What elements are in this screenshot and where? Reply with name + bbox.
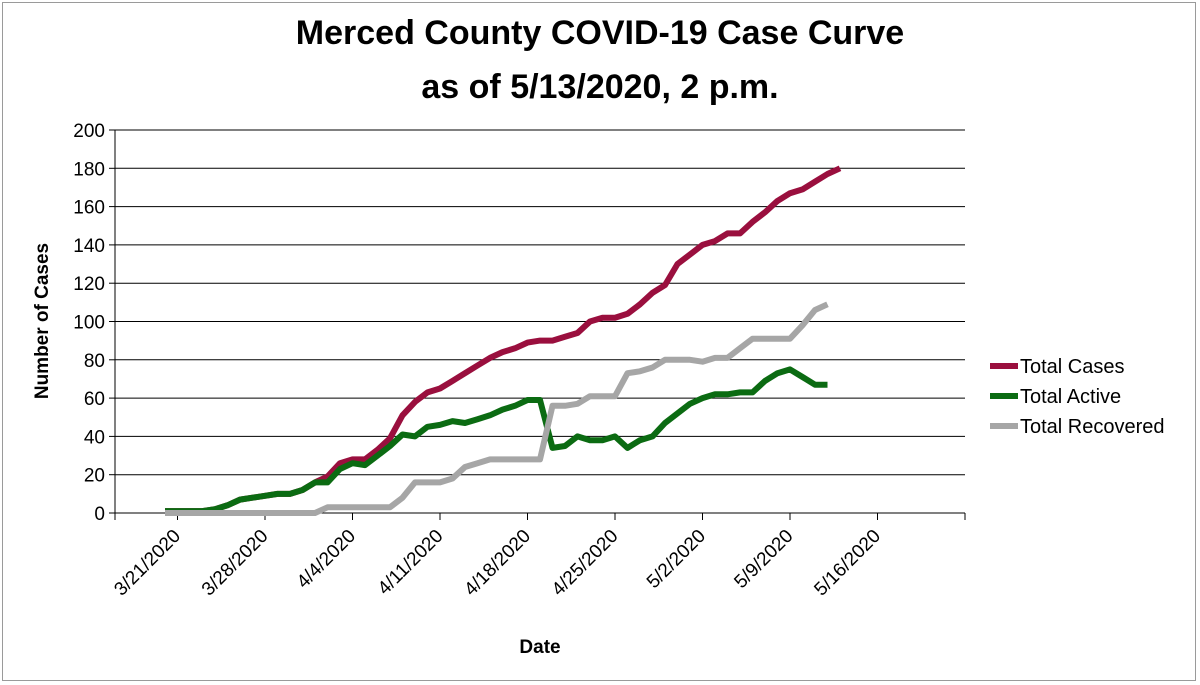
y-tick-label: 180 bbox=[73, 159, 105, 180]
y-tick-label: 200 bbox=[73, 121, 105, 142]
y-tick-label: 120 bbox=[73, 274, 105, 295]
y-axis-title: Number of Cases bbox=[32, 243, 53, 399]
chart-title-line-1: Merced County COVID-19 Case Curve bbox=[296, 14, 904, 52]
x-tick-label: 4/18/2020 bbox=[460, 526, 535, 601]
y-tick-label: 140 bbox=[73, 236, 105, 257]
legend: Total Cases Total Active Total Recovered bbox=[990, 356, 1165, 438]
series-line-total-recovered bbox=[165, 301, 829, 516]
x-tick-label: 4/25/2020 bbox=[548, 526, 623, 601]
y-tick-label: 40 bbox=[84, 427, 105, 448]
x-tick-label: 5/2/2020 bbox=[643, 526, 710, 593]
x-tick-labels: 3/21/2020 3/28/2020 4/4/2020 4/11/2020 4/18/… bbox=[110, 526, 885, 601]
legend-label-total-recovered: Total Recovered bbox=[1020, 416, 1165, 438]
x-tick-label: 3/21/2020 bbox=[110, 526, 185, 601]
y-tick-label: 80 bbox=[84, 351, 105, 372]
x-tick-label: 4/4/2020 bbox=[293, 526, 360, 593]
x-tick-label: 3/28/2020 bbox=[198, 526, 273, 601]
x-axis-title: Date bbox=[519, 637, 560, 658]
legend-label-total-cases: Total Cases bbox=[1020, 356, 1125, 378]
legend-label-total-active: Total Active bbox=[1020, 386, 1121, 408]
y-tick-label: 20 bbox=[84, 466, 105, 487]
y-tick-label: 100 bbox=[73, 313, 105, 334]
y-tick-label: 160 bbox=[73, 198, 105, 219]
series-line-total-active bbox=[165, 366, 828, 515]
y-tick-label: 60 bbox=[84, 389, 105, 410]
series-lines bbox=[165, 165, 842, 516]
y-tick-label: 0 bbox=[94, 504, 105, 525]
gridlines bbox=[115, 129, 965, 476]
x-tick-label: 4/11/2020 bbox=[374, 526, 448, 600]
chart-title-line-2: as of 5/13/2020, 2 p.m. bbox=[421, 68, 778, 106]
y-tick-labels: 0 20 40 60 80 100 120 140 160 180 200 bbox=[73, 121, 105, 525]
x-tick-label: 5/16/2020 bbox=[810, 526, 885, 601]
x-tick-label: 5/9/2020 bbox=[730, 526, 797, 593]
